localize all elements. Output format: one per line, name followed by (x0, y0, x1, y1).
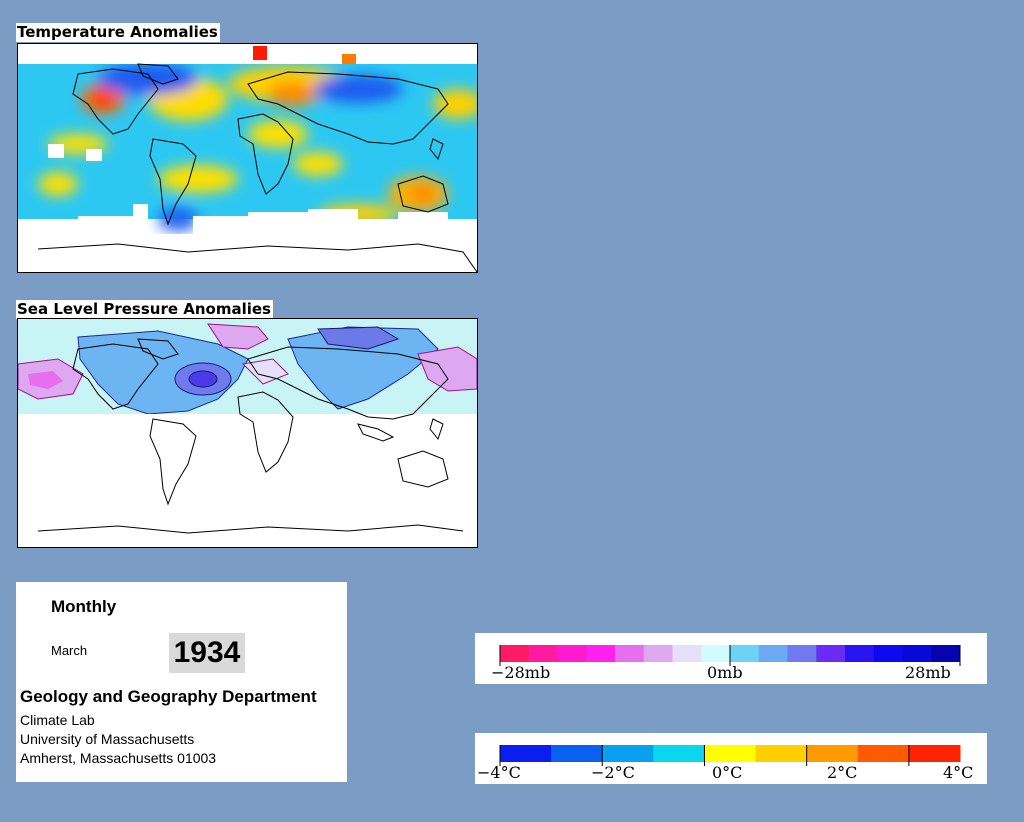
pressure-min-label: −28mb (491, 663, 550, 682)
temperature-swatch-1 (551, 745, 603, 762)
temperature-label-2: 2°C (827, 763, 857, 782)
pressure-swatch-8 (730, 645, 760, 662)
temperature-map-graphic (18, 44, 477, 272)
temperature-label-0: 0°C (712, 763, 742, 782)
pressure-swatch-7 (701, 645, 731, 662)
month-label: March (51, 643, 88, 658)
info-panel: Monthly March 1934 Geology and Geography… (16, 582, 347, 782)
pressure-swatch-4 (615, 645, 645, 662)
temperature-label-neg2: −2°C (591, 763, 635, 782)
pressure-swatch-11 (816, 645, 846, 662)
pressure-swatch-2 (557, 645, 587, 662)
department-name: Geology and Geography Department (20, 687, 317, 706)
pressure-color-scale (499, 645, 961, 666)
temperature-label-4: 4°C (943, 763, 973, 782)
university-name: University of Massachusetts (20, 731, 195, 747)
temperature-swatch-3 (653, 745, 705, 762)
pressure-swatch-1 (528, 645, 558, 662)
temperature-swatch-6 (806, 745, 859, 762)
pressure-swatch-6 (672, 645, 702, 662)
temperature-anomalies-title: Temperature Anomalies (16, 23, 220, 42)
temperature-color-scale (499, 745, 961, 766)
year-display: 1934 (169, 633, 245, 673)
pressure-swatch-0 (500, 645, 530, 662)
temperature-swatch-5 (755, 745, 808, 762)
temperature-anomaly-map (17, 43, 478, 273)
pressure-swatch-14 (902, 645, 932, 662)
pressure-swatch-15 (931, 645, 961, 662)
temperature-swatch-4 (704, 745, 757, 762)
pressure-swatch-13 (873, 645, 903, 662)
period-label: Monthly (51, 597, 117, 616)
pressure-swatch-12 (845, 645, 875, 662)
pressure-legend: −28mb 0mb 28mb (475, 633, 987, 684)
temperature-swatch-0 (500, 745, 552, 762)
pressure-max-label: 28mb (905, 663, 951, 682)
pressure-swatch-10 (787, 645, 817, 662)
temperature-swatch-7 (857, 745, 910, 762)
pressure-swatch-5 (643, 645, 673, 662)
pressure-anomaly-map (17, 318, 478, 548)
temperature-swatch-2 (602, 745, 654, 762)
lab-name: Climate Lab (20, 712, 95, 728)
temperature-legend: −4°C −2°C 0°C 2°C 4°C (475, 733, 987, 784)
pressure-map-graphic (18, 319, 477, 547)
temperature-label-neg4: −4°C (477, 763, 521, 782)
pressure-anomalies-title: Sea Level Pressure Anomalies (16, 300, 273, 319)
pressure-swatch-3 (586, 645, 616, 662)
temperature-swatch-8 (908, 745, 961, 762)
address-line: Amherst, Massachusetts 01003 (20, 750, 217, 766)
pressure-zero-label: 0mb (707, 663, 743, 682)
pressure-swatch-9 (758, 645, 788, 662)
